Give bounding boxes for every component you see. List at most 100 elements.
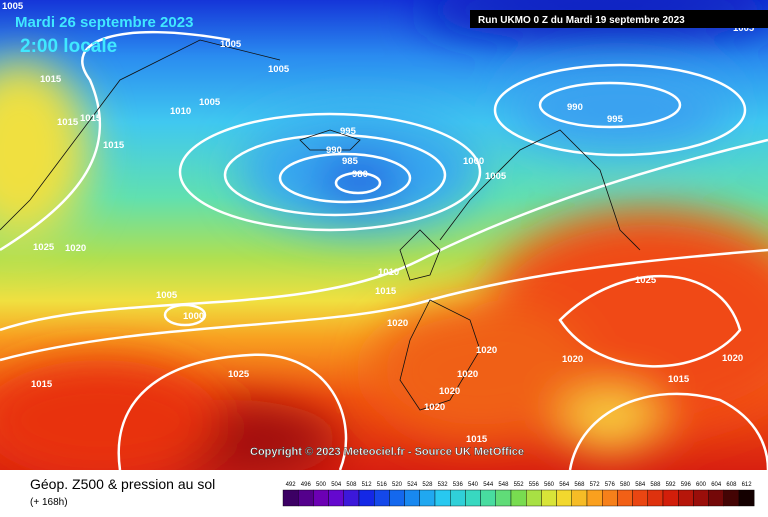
isobar-label: 1005 (2, 1, 24, 12)
colorbar-label: 568 (574, 482, 585, 488)
colorbar-cell (404, 489, 421, 507)
colorbar-label: 544 (483, 482, 494, 488)
colorbar-cell (617, 489, 633, 507)
isobar-label: 1025 (635, 275, 657, 286)
isobar-label: 1020 (722, 353, 743, 364)
colorbar-label: 508 (346, 482, 357, 488)
colorbar-label: 580 (620, 482, 631, 488)
colorbar-cell (647, 489, 664, 507)
colorbar-cell (662, 489, 679, 507)
colorbar-cell (389, 489, 405, 507)
isobar-label: 1015 (375, 286, 397, 297)
isobar-label: 1020 (476, 345, 497, 356)
isobar-label: 1020 (65, 243, 86, 254)
copyright: Copyright © 2023 Meteociel.fr - Source U… (250, 446, 524, 458)
isobar-label: 990 (326, 145, 342, 156)
isobar-label: 1005 (268, 64, 290, 75)
colorbar: 492 496 500 504 508 512 516 520 524 528 532 536 540 5… (282, 482, 755, 507)
colorbar-cell (419, 489, 436, 507)
isobar-label: 1025 (228, 369, 250, 380)
colorbar-cell (358, 489, 375, 507)
colorbar-cell (602, 489, 618, 507)
colorbar-label: 588 (650, 482, 661, 488)
isobar-label: 985 (342, 156, 359, 167)
colorbar-label: 556 (529, 482, 540, 488)
isobar-label: 1020 (457, 369, 478, 380)
isobar-label: 1020 (562, 354, 583, 365)
colorbar-label: 528 (422, 482, 433, 488)
isobar-label: 1010 (378, 267, 399, 278)
colorbar-label: 520 (392, 482, 403, 488)
isobar-label: 1015 (103, 140, 125, 151)
isobar-label: 990 (567, 102, 583, 113)
colorbar-label: 536 (453, 482, 464, 488)
isobar-label: 1005 (220, 39, 242, 50)
isobar-label: 1015 (40, 74, 62, 85)
isobar-label: 1015 (80, 113, 102, 124)
isobar-label: 1020 (424, 402, 445, 413)
colorbar-cell (480, 489, 497, 507)
colorbar-cell (298, 489, 314, 507)
isobar-label: 1015 (57, 117, 79, 128)
colorbar-cell (434, 489, 451, 507)
run-info: Run UKMO 0 Z du Mardi 19 septembre 2023 (478, 15, 685, 26)
isobar-label: 1020 (387, 318, 408, 329)
colorbar-cell (541, 489, 557, 507)
colorbar-label: 584 (635, 482, 646, 488)
isobar-label: 1005 (485, 171, 507, 182)
colorbar-label: 524 (407, 482, 418, 488)
colorbar-cell (586, 489, 603, 507)
colorbar-label: 552 (514, 482, 525, 488)
isobar-label: 995 (340, 126, 357, 137)
colorbar-cell (374, 489, 390, 507)
colorbar-cell (738, 489, 755, 507)
colorbar-label: 516 (377, 482, 388, 488)
colorbar-label: 576 (605, 482, 616, 488)
colorbar-cell (693, 489, 709, 507)
colorbar-cell (465, 489, 481, 507)
colorbar-cell (632, 489, 648, 507)
colorbar-label: 592 (666, 482, 677, 488)
colorbar-label: 504 (331, 482, 342, 488)
colorbar-label: 532 (438, 482, 449, 488)
isobar-label: 995 (607, 114, 624, 125)
colorbar-label: 492 (286, 482, 297, 488)
isobar-label: 1010 (170, 106, 191, 117)
footer-lead: (+ 168h) (30, 497, 68, 508)
colorbar-label: 564 (559, 482, 570, 488)
colorbar-label: 548 (498, 482, 509, 488)
colorbar-label: 608 (726, 482, 737, 488)
isobar-label: 1025 (33, 242, 55, 253)
colorbar-cell (526, 489, 542, 507)
isobar-label: 1020 (439, 386, 460, 397)
isobar-label: 1015 (668, 374, 690, 385)
colorbar-cell (708, 489, 724, 507)
colorbar-label: 496 (301, 482, 312, 488)
footer-title: Géop. Z500 & pression au sol (30, 476, 215, 492)
colorbar-label: 572 (590, 482, 601, 488)
colorbar-cell (450, 489, 466, 507)
colorbar-cell (510, 489, 527, 507)
local-time: 2:00 locale (20, 36, 117, 57)
colorbar-cell (571, 489, 588, 507)
isobar-label: 1005 (199, 97, 221, 108)
coastlines (0, 39, 641, 411)
isobar-label: 980 (352, 169, 368, 180)
isobar-label: 1005 (156, 290, 178, 301)
colorbar-label: 604 (711, 482, 722, 488)
colorbar-label: 596 (681, 482, 692, 488)
colorbar-label: 600 (696, 482, 707, 488)
isobar-label: 1005 (733, 23, 755, 34)
run-box (470, 10, 768, 28)
colorbar-cell (723, 489, 740, 507)
colorbar-label: 560 (544, 482, 555, 488)
colorbar-label: 540 (468, 482, 479, 488)
colorbar-cell (343, 489, 360, 507)
colorbar-cell (495, 489, 512, 507)
isobar-label: 1000 (183, 311, 204, 322)
colorbar-label: 512 (362, 482, 373, 488)
isobar-label: 1015 (466, 434, 488, 445)
colorbar-cell (313, 489, 329, 507)
